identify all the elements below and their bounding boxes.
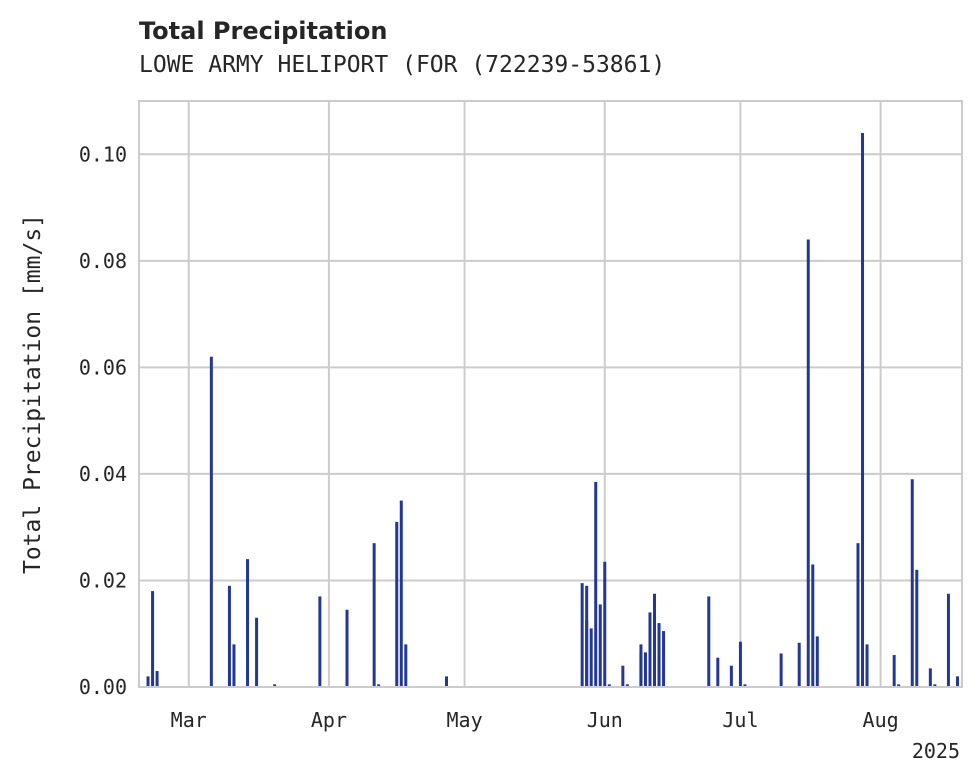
precipitation-bar (580, 583, 584, 687)
y-axis-label: Total Precipitation [mm/s] (20, 214, 46, 574)
precipitation-bar (716, 657, 720, 687)
precipitation-bar (273, 684, 277, 687)
precipitation-bar (729, 665, 733, 687)
y-tick-label: 0.06 (79, 355, 127, 379)
precipitation-bar (318, 596, 322, 687)
precipitation-bar (246, 559, 250, 687)
precipitation-bar (603, 561, 607, 687)
precipitation-bar (955, 676, 959, 687)
precipitation-bar (657, 657, 661, 687)
precipitation-bar (707, 596, 711, 687)
precipitation-bar (255, 617, 259, 687)
precipitation-bar (146, 676, 150, 687)
x-tick-label: Aug (863, 708, 899, 732)
y-tick-label: 0.10 (79, 142, 127, 166)
precipitation-bar (625, 684, 629, 687)
precipitation-bar (738, 641, 742, 687)
precipitation-bar (779, 653, 783, 687)
x-tick-label: Jun (587, 708, 623, 732)
precipitation-bar (345, 609, 349, 687)
chart-title: Total Precipitation (139, 17, 388, 45)
x-tick-label: May (447, 708, 483, 732)
precipitation-bar (865, 644, 869, 687)
precipitation-bar (621, 665, 625, 687)
precipitation-bar (594, 481, 598, 687)
chart-subtitle: LOWE ARMY HELIPORT (FOR (722239-53861) (139, 52, 666, 78)
precipitation-bar (897, 684, 901, 687)
precipitation-bar (653, 593, 657, 687)
precipitation-bar (155, 671, 159, 687)
precipitation-bar (797, 642, 801, 687)
x-tick-label: Mar (171, 708, 207, 732)
precipitation-bar (585, 620, 589, 687)
precipitation-bar (933, 684, 937, 687)
x-tick-label: Jul (722, 708, 758, 732)
precipitation-bar (928, 668, 932, 687)
precipitation-bar (607, 684, 611, 687)
precipitation-bar (395, 521, 399, 687)
y-tick-label: 0.04 (79, 462, 127, 486)
precipitation-bar (662, 631, 666, 687)
y-tick-label: 0.00 (79, 675, 127, 699)
precipitation-bar (648, 612, 652, 687)
precipitation-bar (598, 604, 602, 687)
plot-frame (138, 100, 963, 688)
x-tick-label: Apr (311, 708, 347, 732)
precipitation-bar (856, 543, 860, 687)
precipitation-bar (743, 684, 747, 687)
precipitation-bar (946, 593, 950, 687)
precipitation-bar (643, 652, 647, 687)
precipitation-bar (377, 684, 381, 687)
precipitation-bar (806, 239, 810, 687)
precipitation-bar (209, 356, 213, 687)
precipitation-bar (399, 500, 403, 687)
precipitation-bar (404, 644, 408, 687)
precipitation-bar (232, 644, 236, 687)
precipitation-bar (657, 623, 661, 687)
precipitation-bar (815, 636, 819, 687)
y-tick-label: 0.02 (79, 568, 127, 592)
precipitation-bar (372, 543, 376, 687)
precipitation-bar (227, 585, 231, 687)
precipitation-bar (444, 676, 448, 687)
precipitation-bar (910, 479, 914, 687)
grid-lines (139, 101, 962, 688)
x-axis-ticks: Mar Apr May Jun Jul Aug (171, 708, 899, 732)
precipitation-bar (151, 591, 155, 687)
precipitation-bar (892, 655, 896, 687)
precipitation-bar (589, 628, 593, 687)
year-label: 2025 (912, 739, 960, 763)
precipitation-bar (811, 564, 815, 687)
precipitation-bar (861, 132, 865, 688)
precipitation-bar (915, 569, 919, 687)
precipitation-bar (639, 653, 643, 687)
y-axis-ticks: 0.00 0.02 0.04 0.06 0.08 0.10 (79, 142, 127, 699)
bar-series (146, 132, 959, 688)
y-tick-label: 0.08 (79, 249, 127, 273)
